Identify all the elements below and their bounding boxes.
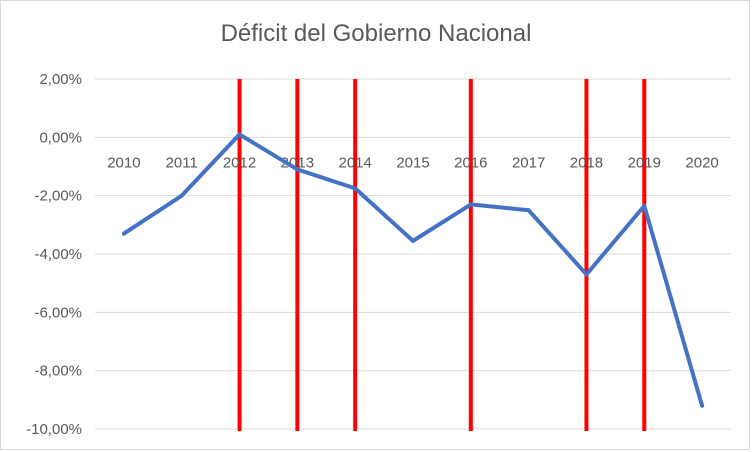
data-point [642,203,647,208]
x-axis-tick-labels: 2010 2011 2012 2013 2014 2015 2016 2017 2018 2019… [107,154,719,171]
x-tick-label: 2011 [166,154,198,171]
data-point [179,193,184,198]
series-group [121,132,705,408]
data-point [411,238,415,243]
data-point [700,403,705,408]
x-tick-label: 2016 [454,154,487,171]
y-tick-label: 2,00% [39,71,82,88]
y-axis-tick-labels: 2,00% 0,00% -2,00% -4,00% -6,00% -8,00% -10,00… [26,71,82,438]
data-point [584,272,589,277]
x-tick-label: 2017 [512,154,545,171]
y-tick-label: -6,00% [34,304,82,321]
y-tick-label: 0,00% [39,129,82,146]
data-point [468,202,473,207]
data-point [353,186,358,191]
x-tick-label: 2010 [107,154,140,171]
x-tick-label: 2014 [338,154,371,171]
y-tick-label: -2,00% [34,188,82,205]
year-marker-lines [237,79,647,431]
y-tick-label: -10,00% [26,421,82,438]
x-tick-label: 2018 [570,154,603,171]
x-tick-label: 2015 [396,154,429,171]
x-tick-label: 2019 [628,154,661,171]
gridlines [95,78,731,430]
x-tick-label: 2012 [223,154,256,171]
y-tick-label: -4,00% [34,246,82,263]
data-point [237,132,242,137]
chart-title: Déficit del Gobierno Nacional [220,20,532,47]
data-point [121,231,126,236]
x-tick-label: 2020 [685,154,718,171]
data-point [295,167,300,172]
x-tick-label: 2013 [281,154,314,171]
y-tick-label: -8,00% [34,363,82,380]
series-line-0 [121,132,705,408]
data-point [526,208,531,213]
